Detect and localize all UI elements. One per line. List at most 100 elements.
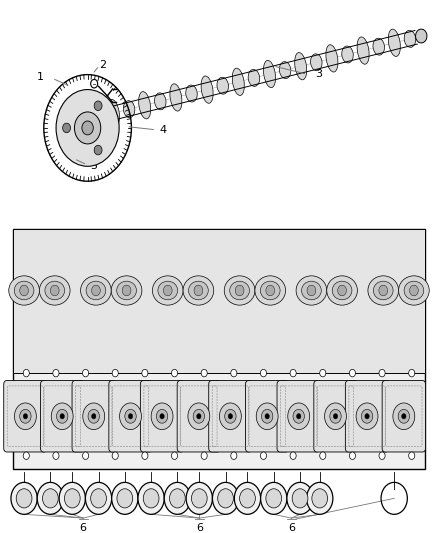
Ellipse shape: [255, 276, 286, 305]
Ellipse shape: [248, 69, 260, 86]
Circle shape: [112, 369, 118, 377]
Circle shape: [379, 369, 385, 377]
Circle shape: [361, 409, 373, 423]
Ellipse shape: [9, 276, 39, 305]
FancyBboxPatch shape: [382, 381, 425, 452]
Circle shape: [143, 489, 159, 508]
Text: 6: 6: [196, 523, 203, 533]
Circle shape: [112, 482, 138, 514]
Ellipse shape: [264, 60, 276, 87]
Ellipse shape: [368, 276, 399, 305]
Circle shape: [74, 112, 101, 144]
Ellipse shape: [81, 276, 111, 305]
Ellipse shape: [373, 38, 385, 55]
Ellipse shape: [296, 276, 327, 305]
Ellipse shape: [326, 45, 338, 72]
Circle shape: [265, 414, 269, 419]
Ellipse shape: [39, 276, 70, 305]
Circle shape: [330, 409, 341, 423]
Polygon shape: [93, 109, 107, 133]
Circle shape: [409, 452, 415, 459]
Ellipse shape: [327, 276, 357, 305]
Circle shape: [307, 285, 316, 296]
Circle shape: [122, 285, 131, 296]
Text: 3: 3: [315, 69, 322, 78]
Circle shape: [53, 452, 59, 459]
Circle shape: [256, 403, 278, 430]
Ellipse shape: [111, 276, 142, 305]
Circle shape: [365, 414, 369, 419]
Ellipse shape: [14, 281, 34, 300]
Circle shape: [409, 369, 415, 377]
Circle shape: [94, 101, 102, 110]
Ellipse shape: [86, 281, 106, 300]
Bar: [13, 229, 425, 469]
Ellipse shape: [186, 85, 197, 102]
Ellipse shape: [139, 92, 151, 119]
Circle shape: [23, 452, 29, 459]
Circle shape: [142, 369, 148, 377]
Circle shape: [91, 489, 106, 508]
Circle shape: [338, 285, 346, 296]
Circle shape: [16, 489, 32, 508]
Circle shape: [261, 482, 287, 514]
Circle shape: [292, 489, 308, 508]
Ellipse shape: [260, 281, 280, 300]
Circle shape: [60, 414, 64, 419]
Circle shape: [325, 403, 346, 430]
Circle shape: [128, 414, 133, 419]
Circle shape: [402, 414, 406, 419]
Circle shape: [63, 123, 71, 133]
Circle shape: [235, 285, 244, 296]
Circle shape: [287, 482, 313, 514]
Circle shape: [20, 285, 28, 296]
Circle shape: [333, 414, 338, 419]
Circle shape: [218, 489, 233, 508]
Circle shape: [261, 452, 267, 459]
Circle shape: [197, 414, 201, 419]
Circle shape: [82, 452, 88, 459]
Circle shape: [356, 403, 378, 430]
FancyBboxPatch shape: [40, 381, 84, 452]
Circle shape: [266, 285, 275, 296]
Circle shape: [231, 452, 237, 459]
Ellipse shape: [230, 281, 249, 300]
Circle shape: [234, 482, 261, 514]
Ellipse shape: [332, 281, 352, 300]
Circle shape: [379, 452, 385, 459]
Ellipse shape: [201, 76, 213, 103]
Circle shape: [156, 409, 168, 423]
Circle shape: [231, 369, 237, 377]
Circle shape: [293, 409, 304, 423]
Circle shape: [112, 452, 118, 459]
Ellipse shape: [45, 281, 65, 300]
Ellipse shape: [170, 84, 182, 111]
Circle shape: [92, 414, 96, 419]
Text: 6: 6: [80, 523, 87, 533]
Ellipse shape: [217, 77, 229, 94]
Circle shape: [219, 403, 241, 430]
Ellipse shape: [416, 29, 427, 43]
Text: 4: 4: [160, 125, 167, 134]
FancyBboxPatch shape: [345, 381, 389, 452]
Ellipse shape: [342, 46, 353, 63]
Circle shape: [53, 369, 59, 377]
Circle shape: [59, 482, 85, 514]
Circle shape: [201, 452, 207, 459]
Circle shape: [51, 403, 73, 430]
Circle shape: [23, 414, 28, 419]
Circle shape: [82, 369, 88, 377]
FancyBboxPatch shape: [109, 381, 152, 452]
Bar: [13, 229, 425, 373]
Circle shape: [82, 121, 93, 135]
Circle shape: [164, 482, 191, 514]
Circle shape: [201, 369, 207, 377]
Circle shape: [312, 489, 328, 508]
Circle shape: [171, 369, 177, 377]
Circle shape: [350, 369, 356, 377]
Ellipse shape: [399, 276, 429, 305]
Circle shape: [186, 482, 212, 514]
Circle shape: [94, 146, 102, 155]
Circle shape: [212, 482, 239, 514]
Circle shape: [170, 489, 185, 508]
